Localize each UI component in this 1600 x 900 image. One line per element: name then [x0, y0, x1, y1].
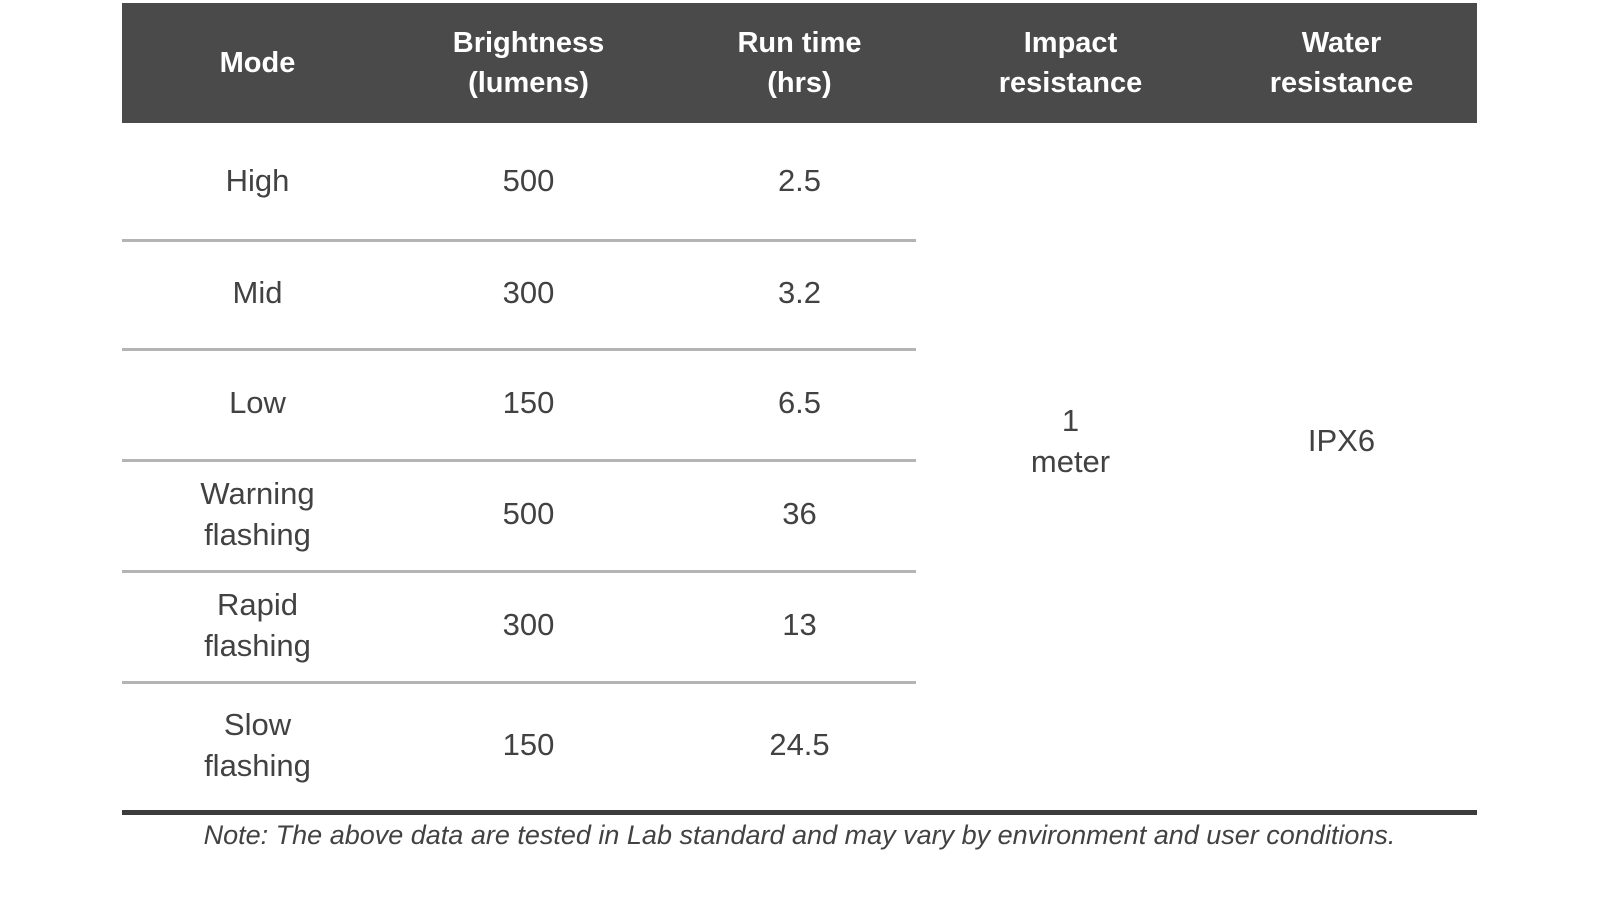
cell-mode: Slow flashing: [204, 706, 311, 783]
cell-mode: High: [225, 162, 290, 198]
cell-impact-resistance: 1 meter: [935, 123, 1206, 810]
impact-resistance-value: 1 meter: [1030, 402, 1111, 479]
row-separator: [122, 239, 916, 242]
cell-brightness: 150: [502, 727, 555, 763]
spec-table: Mode Brightness (lumens) Run time (hrs) …: [122, 3, 1477, 815]
cell-brightness: 300: [502, 607, 555, 643]
cell-runtime: 2.5: [777, 162, 822, 198]
cell-runtime: 36: [782, 496, 817, 532]
cell-runtime: 3.2: [777, 275, 822, 311]
col-header-runtime: Run time (hrs): [664, 3, 935, 123]
cell-brightness: 500: [502, 162, 555, 198]
row-separator: [122, 570, 916, 573]
footnote: Note: The above data are tested in Lab s…: [203, 820, 1396, 850]
cell-runtime: 24.5: [769, 727, 830, 763]
cell-brightness: 300: [502, 275, 555, 311]
col-header-impact-resistance: Impact resistance: [935, 3, 1206, 123]
water-resistance-value: IPX6: [1307, 423, 1376, 459]
cell-mode: Low: [229, 385, 286, 421]
cell-brightness: 150: [502, 385, 555, 421]
row-separator: [122, 681, 916, 684]
cell-mode: Rapid flashing: [204, 586, 311, 663]
cell-mode: Warning flashing: [200, 475, 315, 552]
col-header-water-resistance: Water resistance: [1206, 3, 1477, 123]
col-header-mode: Mode: [122, 3, 393, 123]
cell-mode: Mid: [232, 275, 283, 311]
cell-water-resistance: IPX6: [1206, 123, 1477, 810]
col-header-brightness: Brightness (lumens): [393, 3, 664, 123]
row-separator: [122, 459, 916, 462]
row-separator: [122, 348, 916, 351]
cell-runtime: 6.5: [777, 385, 822, 421]
cell-brightness: 500: [502, 496, 555, 532]
cell-runtime: 13: [782, 607, 817, 643]
